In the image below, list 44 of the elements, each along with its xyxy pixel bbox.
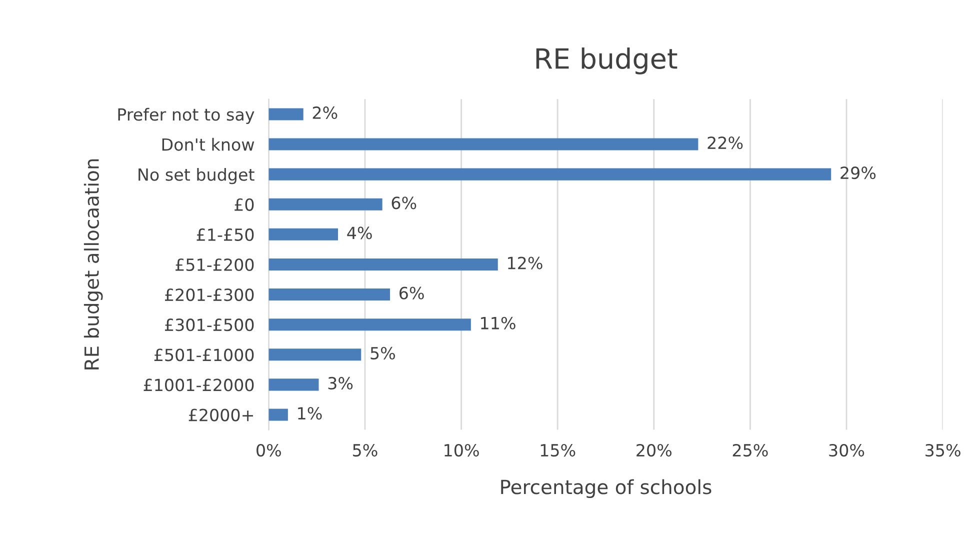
bar bbox=[268, 378, 319, 391]
data-label: 6% bbox=[392, 196, 416, 210]
bar bbox=[268, 228, 338, 240]
x-axis-title: Percentage of schools bbox=[501, 479, 712, 498]
data-label: 1% bbox=[298, 406, 322, 420]
x-tick-label: 30% bbox=[829, 444, 864, 457]
y-tick-label: £51-£200 bbox=[176, 258, 254, 272]
bar bbox=[268, 198, 382, 210]
y-tick-label: £0 bbox=[234, 198, 254, 211]
x-tick-label: 20% bbox=[636, 444, 672, 457]
x-tick-label: 25% bbox=[732, 444, 768, 457]
y-tick-label: £1-£50 bbox=[196, 228, 254, 241]
data-label: 3% bbox=[328, 376, 353, 390]
x-tick-label: 5% bbox=[353, 444, 378, 457]
y-tick-label: Prefer not to say bbox=[118, 108, 254, 124]
bar bbox=[268, 318, 471, 331]
bar bbox=[268, 138, 698, 150]
data-label: 6% bbox=[400, 286, 424, 300]
data-label: 2% bbox=[312, 106, 338, 120]
bar bbox=[268, 348, 362, 361]
y-tick-label: £501-£1000 bbox=[154, 348, 254, 362]
bar bbox=[268, 108, 304, 120]
data-label: 4% bbox=[347, 226, 372, 240]
y-tick-label: £1001-£2000 bbox=[144, 378, 254, 392]
bar bbox=[268, 258, 498, 270]
x-tick-label: 10% bbox=[444, 444, 479, 457]
bar bbox=[268, 288, 390, 301]
bar bbox=[268, 408, 288, 421]
data-label: 12% bbox=[508, 256, 542, 270]
y-tick-label: £201-£300 bbox=[164, 288, 254, 302]
x-tick-label: 0% bbox=[256, 444, 281, 457]
y-tick-label: £301-£500 bbox=[164, 318, 254, 332]
data-label: 29% bbox=[840, 166, 876, 180]
data-label: 11% bbox=[481, 316, 516, 330]
y-tick-label: Don't know bbox=[162, 138, 254, 151]
chart-title: RE budget bbox=[536, 48, 678, 74]
x-tick-label: 15% bbox=[540, 444, 576, 457]
bar bbox=[268, 168, 832, 180]
data-label: 5% bbox=[370, 346, 395, 360]
x-tick-label: 35% bbox=[926, 444, 960, 457]
y-axis-title: RE budget allocaation bbox=[84, 159, 103, 370]
y-tick-label: £2000+ bbox=[188, 408, 254, 422]
data-label: 22% bbox=[708, 136, 743, 150]
y-tick-label: No set budget bbox=[138, 168, 254, 184]
